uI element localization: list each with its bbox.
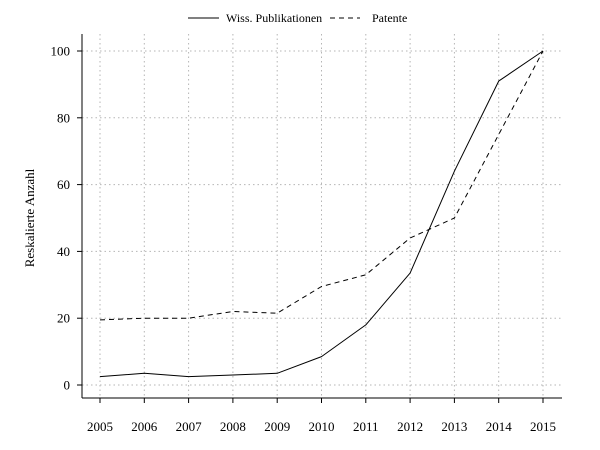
axes: 0 20 40 60 80 100 2005 2006 2007 2008 2009 2010 2011… [51, 34, 562, 434]
x-tick-label-2010: 2010 [309, 419, 335, 434]
x-tick-label-2013: 2013 [441, 419, 467, 434]
x-tick-label-2008: 2008 [220, 419, 246, 434]
y-tick-label-100: 100 [51, 44, 71, 59]
x-tick-label-2011: 2011 [353, 419, 379, 434]
legend: Wiss. Publikationen Patente [188, 11, 407, 25]
y-tick-label-40: 40 [57, 244, 70, 259]
series-line-wiss-publikationen [99, 50, 544, 378]
grid-lines [82, 34, 562, 398]
x-tick-label-2009: 2009 [264, 419, 290, 434]
data-series [99, 50, 544, 378]
series-line-patente [99, 50, 544, 321]
x-tick-label-2007: 2007 [176, 419, 203, 434]
x-tick-label-2014: 2014 [486, 419, 513, 434]
x-tick-label-2006: 2006 [131, 419, 158, 434]
y-tick-label-80: 80 [57, 110, 70, 125]
x-tick-label-2005: 2005 [87, 419, 113, 434]
x-tick-label-2015: 2015 [530, 419, 556, 434]
y-tick-label-20: 20 [57, 311, 70, 326]
x-tick-label-2012: 2012 [397, 419, 423, 434]
y-tick-label-60: 60 [57, 177, 70, 192]
legend-label-wiss-publikationen: Wiss. Publikationen [226, 11, 322, 25]
y-tick-label-0: 0 [64, 378, 71, 393]
y-axis-title: Reskalierte Anzahl [22, 168, 37, 267]
legend-label-patente: Patente [372, 11, 407, 25]
